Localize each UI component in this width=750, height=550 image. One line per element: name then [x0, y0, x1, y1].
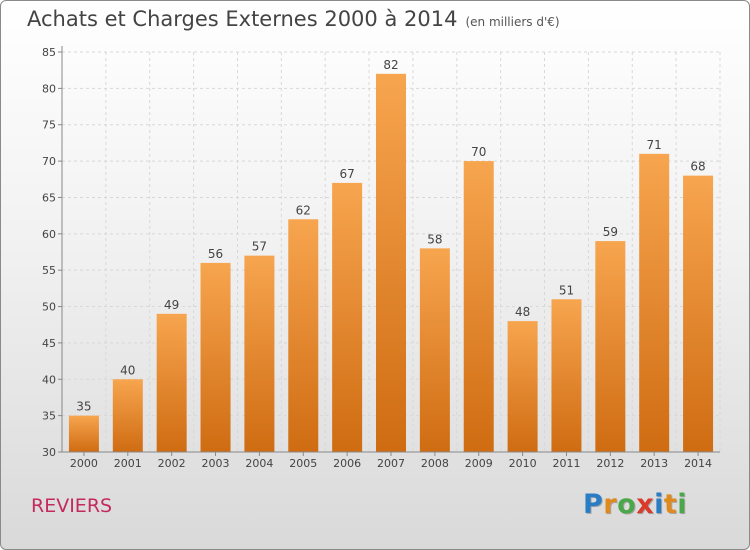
logo-letter: i	[654, 489, 664, 520]
bar-2013	[639, 153, 670, 452]
y-tick-label: 50	[42, 301, 56, 314]
logo-letter: x	[636, 489, 655, 520]
proxiti-logo: Proxiti	[583, 489, 687, 520]
bar-2005	[288, 219, 319, 452]
y-tick-label: 55	[42, 264, 56, 277]
chart-title: Achats et Charges Externes 2000 à 2014	[27, 7, 458, 31]
x-tick-label: 2007	[377, 457, 405, 470]
x-tick-label: 2000	[70, 457, 98, 470]
bar-2006	[332, 182, 363, 452]
data-label-2014: 68	[690, 160, 705, 174]
y-tick-label: 70	[42, 155, 56, 168]
chart-title-block: Achats et Charges Externes 2000 à 2014 (e…	[27, 7, 560, 31]
axes: 30 35 40 45 50 55 60 65 70 75 80 85 2000 2001 2002 2003…	[42, 46, 720, 470]
data-label-2006: 67	[339, 167, 354, 181]
data-label-2009: 70	[471, 145, 486, 159]
data-label-2000: 35	[76, 400, 91, 414]
bar-2004	[244, 255, 275, 452]
data-label-2003: 56	[208, 247, 223, 261]
bar-2014	[683, 175, 714, 453]
x-tick-label: 2012	[596, 457, 624, 470]
y-tick-label: 40	[42, 373, 56, 386]
bar-2009	[463, 161, 494, 452]
x-tick-label: 2001	[114, 457, 142, 470]
data-label-2001: 40	[120, 363, 135, 377]
x-tick-label: 2014	[684, 457, 712, 470]
bar-2001	[112, 379, 143, 452]
data-label-2012: 59	[603, 225, 618, 239]
data-labels: 35 40 49 56 57 62 67 82 58 70 48 51 59 71 68	[76, 58, 705, 414]
x-tick-label: 2004	[245, 457, 273, 470]
bar-2007	[376, 73, 406, 453]
x-tick-label: 2013	[640, 457, 668, 470]
y-tick-label: 35	[42, 410, 56, 423]
logo-letter: r	[603, 489, 618, 520]
chart-unit: (en milliers d'€)	[465, 15, 560, 29]
logo-letter: t	[663, 489, 678, 520]
x-tick-label: 2011	[552, 457, 580, 470]
x-tick-label: 2006	[333, 457, 361, 470]
bar-2008	[419, 248, 450, 452]
data-label-2011: 51	[559, 283, 574, 297]
y-tick-label: 45	[42, 337, 56, 350]
data-label-2004: 57	[252, 240, 267, 254]
data-label-2002: 49	[164, 298, 179, 312]
bar-2003	[200, 262, 231, 452]
x-tick-label: 2008	[421, 457, 449, 470]
x-tick-label: 2002	[158, 457, 186, 470]
x-tick-label: 2009	[465, 457, 493, 470]
data-label-2010: 48	[515, 305, 530, 319]
bar-2010	[507, 321, 538, 452]
x-tick-label: 2003	[202, 457, 230, 470]
bar-2002	[156, 313, 187, 452]
commune-name: REVIERS	[31, 495, 113, 517]
logo-letter: P	[583, 489, 604, 520]
y-tick-label: 30	[42, 446, 56, 459]
bars	[68, 73, 714, 453]
x-tick-label: 2005	[289, 457, 317, 470]
y-tick-label: 75	[42, 119, 56, 132]
y-tick-label: 80	[42, 82, 56, 95]
y-tick-label: 60	[42, 228, 56, 241]
data-label-2007: 82	[383, 58, 398, 72]
data-label-2005: 62	[296, 203, 311, 217]
x-tick-label: 2010	[509, 457, 537, 470]
bar-2000	[68, 415, 99, 452]
data-label-2008: 58	[427, 232, 442, 246]
logo-letter: o	[617, 489, 637, 520]
bar-2012	[595, 241, 626, 452]
bar-2011	[551, 299, 582, 452]
data-label-2013: 71	[647, 138, 662, 152]
y-tick-label: 85	[42, 46, 56, 59]
logo-letter: i	[677, 489, 688, 520]
y-tick-label: 65	[42, 191, 56, 204]
